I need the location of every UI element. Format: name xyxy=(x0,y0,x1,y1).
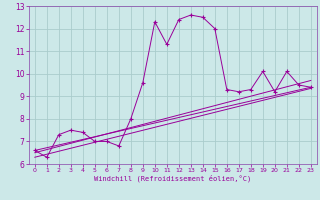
X-axis label: Windchill (Refroidissement éolien,°C): Windchill (Refroidissement éolien,°C) xyxy=(94,175,252,182)
